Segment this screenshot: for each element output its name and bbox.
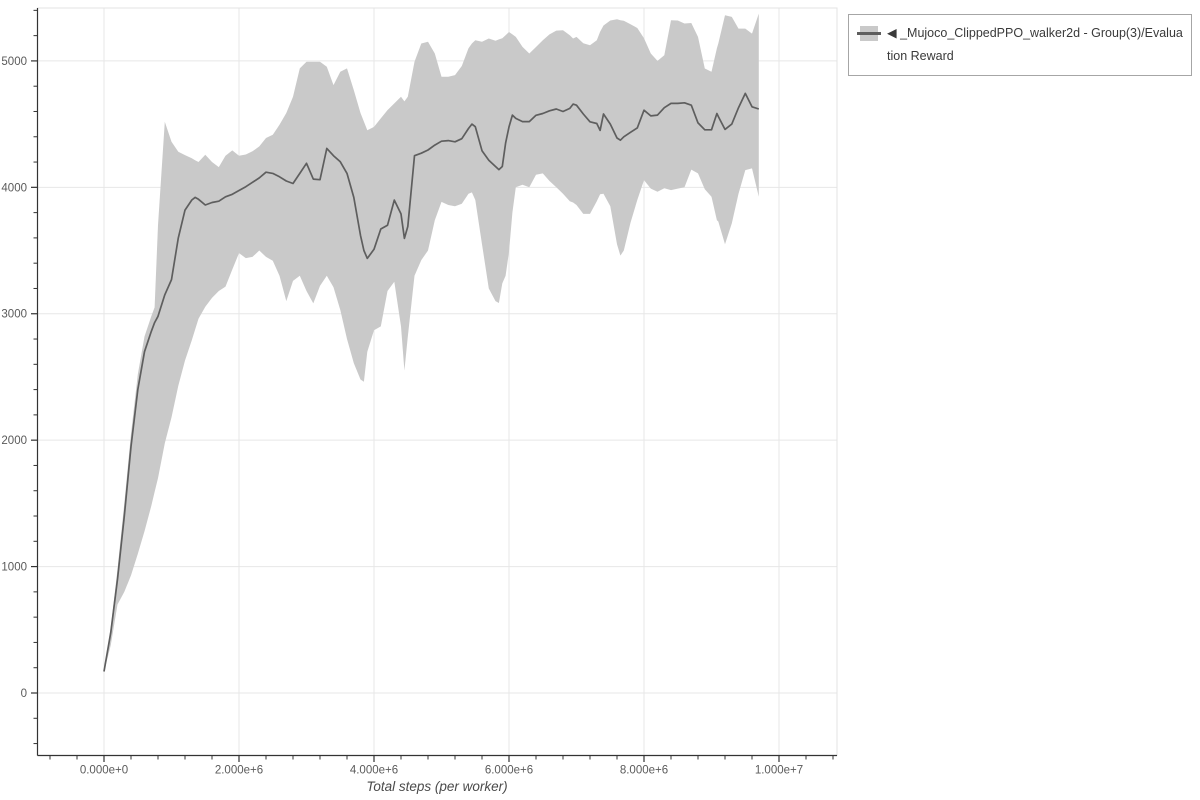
legend-label: ◀ _Mujoco_ClippedPPO_walker2d - Group(3)…	[887, 26, 1183, 63]
y-tick-label: 5000	[1, 56, 27, 68]
mean-reward-line	[103, 92, 760, 672]
x-tick-label: 1.000e+7	[755, 765, 803, 777]
y-tick-label: 3000	[1, 309, 27, 321]
x-axis-title: Total steps (per worker)	[366, 779, 508, 794]
legend-box: ◀ _Mujoco_ClippedPPO_walker2d - Group(3)…	[848, 14, 1192, 76]
x-tick-label: 8.000e+6	[620, 765, 668, 777]
legend-item-evaluation-reward[interactable]: ◀ _Mujoco_ClippedPPO_walker2d - Group(3)…	[857, 22, 1183, 68]
y-tick-label: 1000	[1, 562, 27, 574]
x-tick-label: 4.000e+6	[350, 765, 398, 777]
reward-minmax-band	[104, 13, 759, 673]
x-tick-label: 2.000e+6	[215, 765, 263, 777]
line-swatch	[857, 32, 881, 35]
y-tick-label: 0	[21, 688, 27, 700]
band-line-swatch-icon	[857, 26, 881, 41]
y-tick-label: 2000	[1, 435, 27, 447]
x-tick-label: 6.000e+6	[485, 765, 533, 777]
y-tick-label: 4000	[1, 182, 27, 194]
x-tick-label: 0.000e+0	[80, 765, 128, 777]
